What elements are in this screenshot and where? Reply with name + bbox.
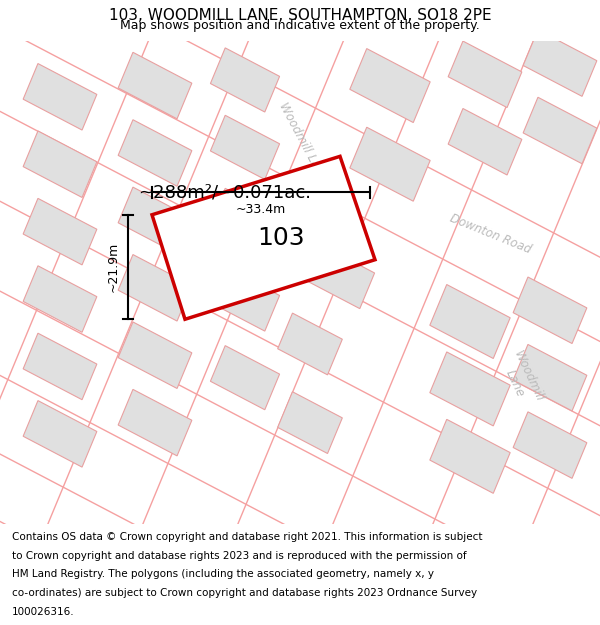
Polygon shape — [448, 41, 522, 107]
Polygon shape — [513, 277, 587, 344]
Polygon shape — [23, 64, 97, 130]
Polygon shape — [23, 333, 97, 400]
Polygon shape — [152, 156, 375, 319]
Polygon shape — [23, 131, 97, 198]
Polygon shape — [430, 419, 510, 493]
Polygon shape — [211, 267, 280, 331]
Text: Woodmill Lane: Woodmill Lane — [277, 100, 329, 183]
Polygon shape — [118, 389, 192, 456]
Polygon shape — [23, 266, 97, 332]
Polygon shape — [430, 284, 510, 359]
Polygon shape — [23, 198, 97, 265]
Polygon shape — [118, 187, 192, 254]
Text: Woodmill
Lane: Woodmill Lane — [498, 349, 546, 411]
Polygon shape — [211, 188, 280, 253]
Polygon shape — [430, 352, 510, 426]
Polygon shape — [211, 115, 280, 179]
Polygon shape — [305, 244, 374, 309]
Polygon shape — [23, 401, 97, 467]
Polygon shape — [513, 344, 587, 411]
Text: ~33.4m: ~33.4m — [236, 202, 286, 216]
Text: Contains OS data © Crown copyright and database right 2021. This information is : Contains OS data © Crown copyright and d… — [12, 532, 482, 542]
Polygon shape — [118, 120, 192, 186]
Polygon shape — [278, 392, 343, 454]
Polygon shape — [118, 52, 192, 119]
Text: 103: 103 — [257, 226, 305, 249]
Text: Map shows position and indicative extent of the property.: Map shows position and indicative extent… — [120, 19, 480, 32]
Polygon shape — [523, 98, 597, 164]
Text: co-ordinates) are subject to Crown copyright and database rights 2023 Ordnance S: co-ordinates) are subject to Crown copyr… — [12, 588, 477, 598]
Polygon shape — [350, 127, 430, 201]
Polygon shape — [278, 313, 343, 375]
Text: to Crown copyright and database rights 2023 and is reproduced with the permissio: to Crown copyright and database rights 2… — [12, 551, 467, 561]
Text: Downton Road: Downton Road — [448, 212, 533, 256]
Polygon shape — [211, 48, 280, 112]
Polygon shape — [350, 49, 430, 122]
Text: 100026316.: 100026316. — [12, 607, 74, 617]
Polygon shape — [118, 322, 192, 389]
Text: ~288m²/~0.071ac.: ~288m²/~0.071ac. — [139, 183, 311, 201]
Polygon shape — [448, 109, 522, 175]
Text: HM Land Registry. The polygons (including the associated geometry, namely x, y: HM Land Registry. The polygons (includin… — [12, 569, 434, 579]
Polygon shape — [211, 346, 280, 410]
Polygon shape — [513, 412, 587, 478]
Polygon shape — [118, 254, 192, 321]
Text: 103, WOODMILL LANE, SOUTHAMPTON, SO18 2PE: 103, WOODMILL LANE, SOUTHAMPTON, SO18 2P… — [109, 8, 491, 23]
Text: ~21.9m: ~21.9m — [107, 242, 119, 292]
Polygon shape — [523, 30, 597, 96]
